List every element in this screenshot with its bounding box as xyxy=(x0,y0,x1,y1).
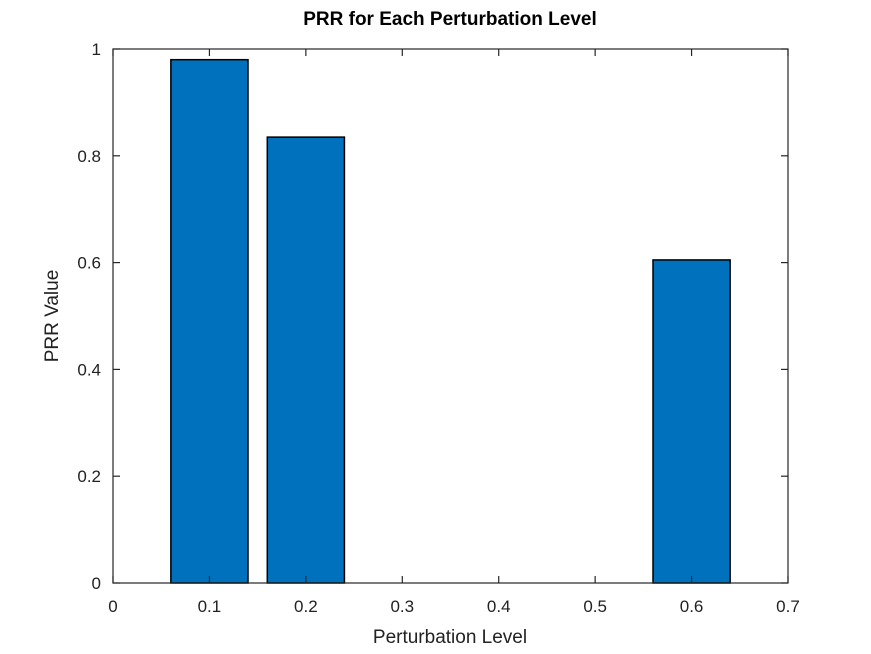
x-axis-label: Perturbation Level xyxy=(373,627,527,648)
y-axis-label: PRR Value xyxy=(42,270,63,363)
y-tick-label-3: 0.6 xyxy=(77,254,101,273)
x-tick-label-1: 0.1 xyxy=(198,597,222,616)
y-tick-label-1: 0.2 xyxy=(77,467,101,486)
bar-0 xyxy=(170,58,249,584)
y-tick-label-4: 0.8 xyxy=(77,147,101,166)
y-axis-ticks: 0 0.2 0.4 0.6 0.8 1 xyxy=(77,40,788,593)
x-tick-label-0: 0 xyxy=(108,597,117,616)
x-tick-label-5: 0.5 xyxy=(583,597,607,616)
x-tick-label-6: 0.6 xyxy=(680,597,704,616)
bar-2 xyxy=(652,259,731,584)
y-tick-label-5: 1 xyxy=(92,40,101,59)
y-tick-label-2: 0.4 xyxy=(77,360,101,379)
x-tick-label-3: 0.3 xyxy=(390,597,414,616)
x-tick-label-7: 0.7 xyxy=(776,597,800,616)
x-tick-label-4: 0.4 xyxy=(487,597,511,616)
x-axis-ticks: 0 0.1 0.2 0.3 0.4 0.5 0.6 0.7 xyxy=(108,49,800,616)
x-tick-label-2: 0.2 xyxy=(294,597,318,616)
chart-title: PRR for Each Perturbation Level xyxy=(303,9,597,30)
y-tick-label-0: 0 xyxy=(92,574,101,593)
bar-1 xyxy=(266,136,346,584)
axes-frame xyxy=(112,48,789,584)
bars-group xyxy=(170,58,731,584)
